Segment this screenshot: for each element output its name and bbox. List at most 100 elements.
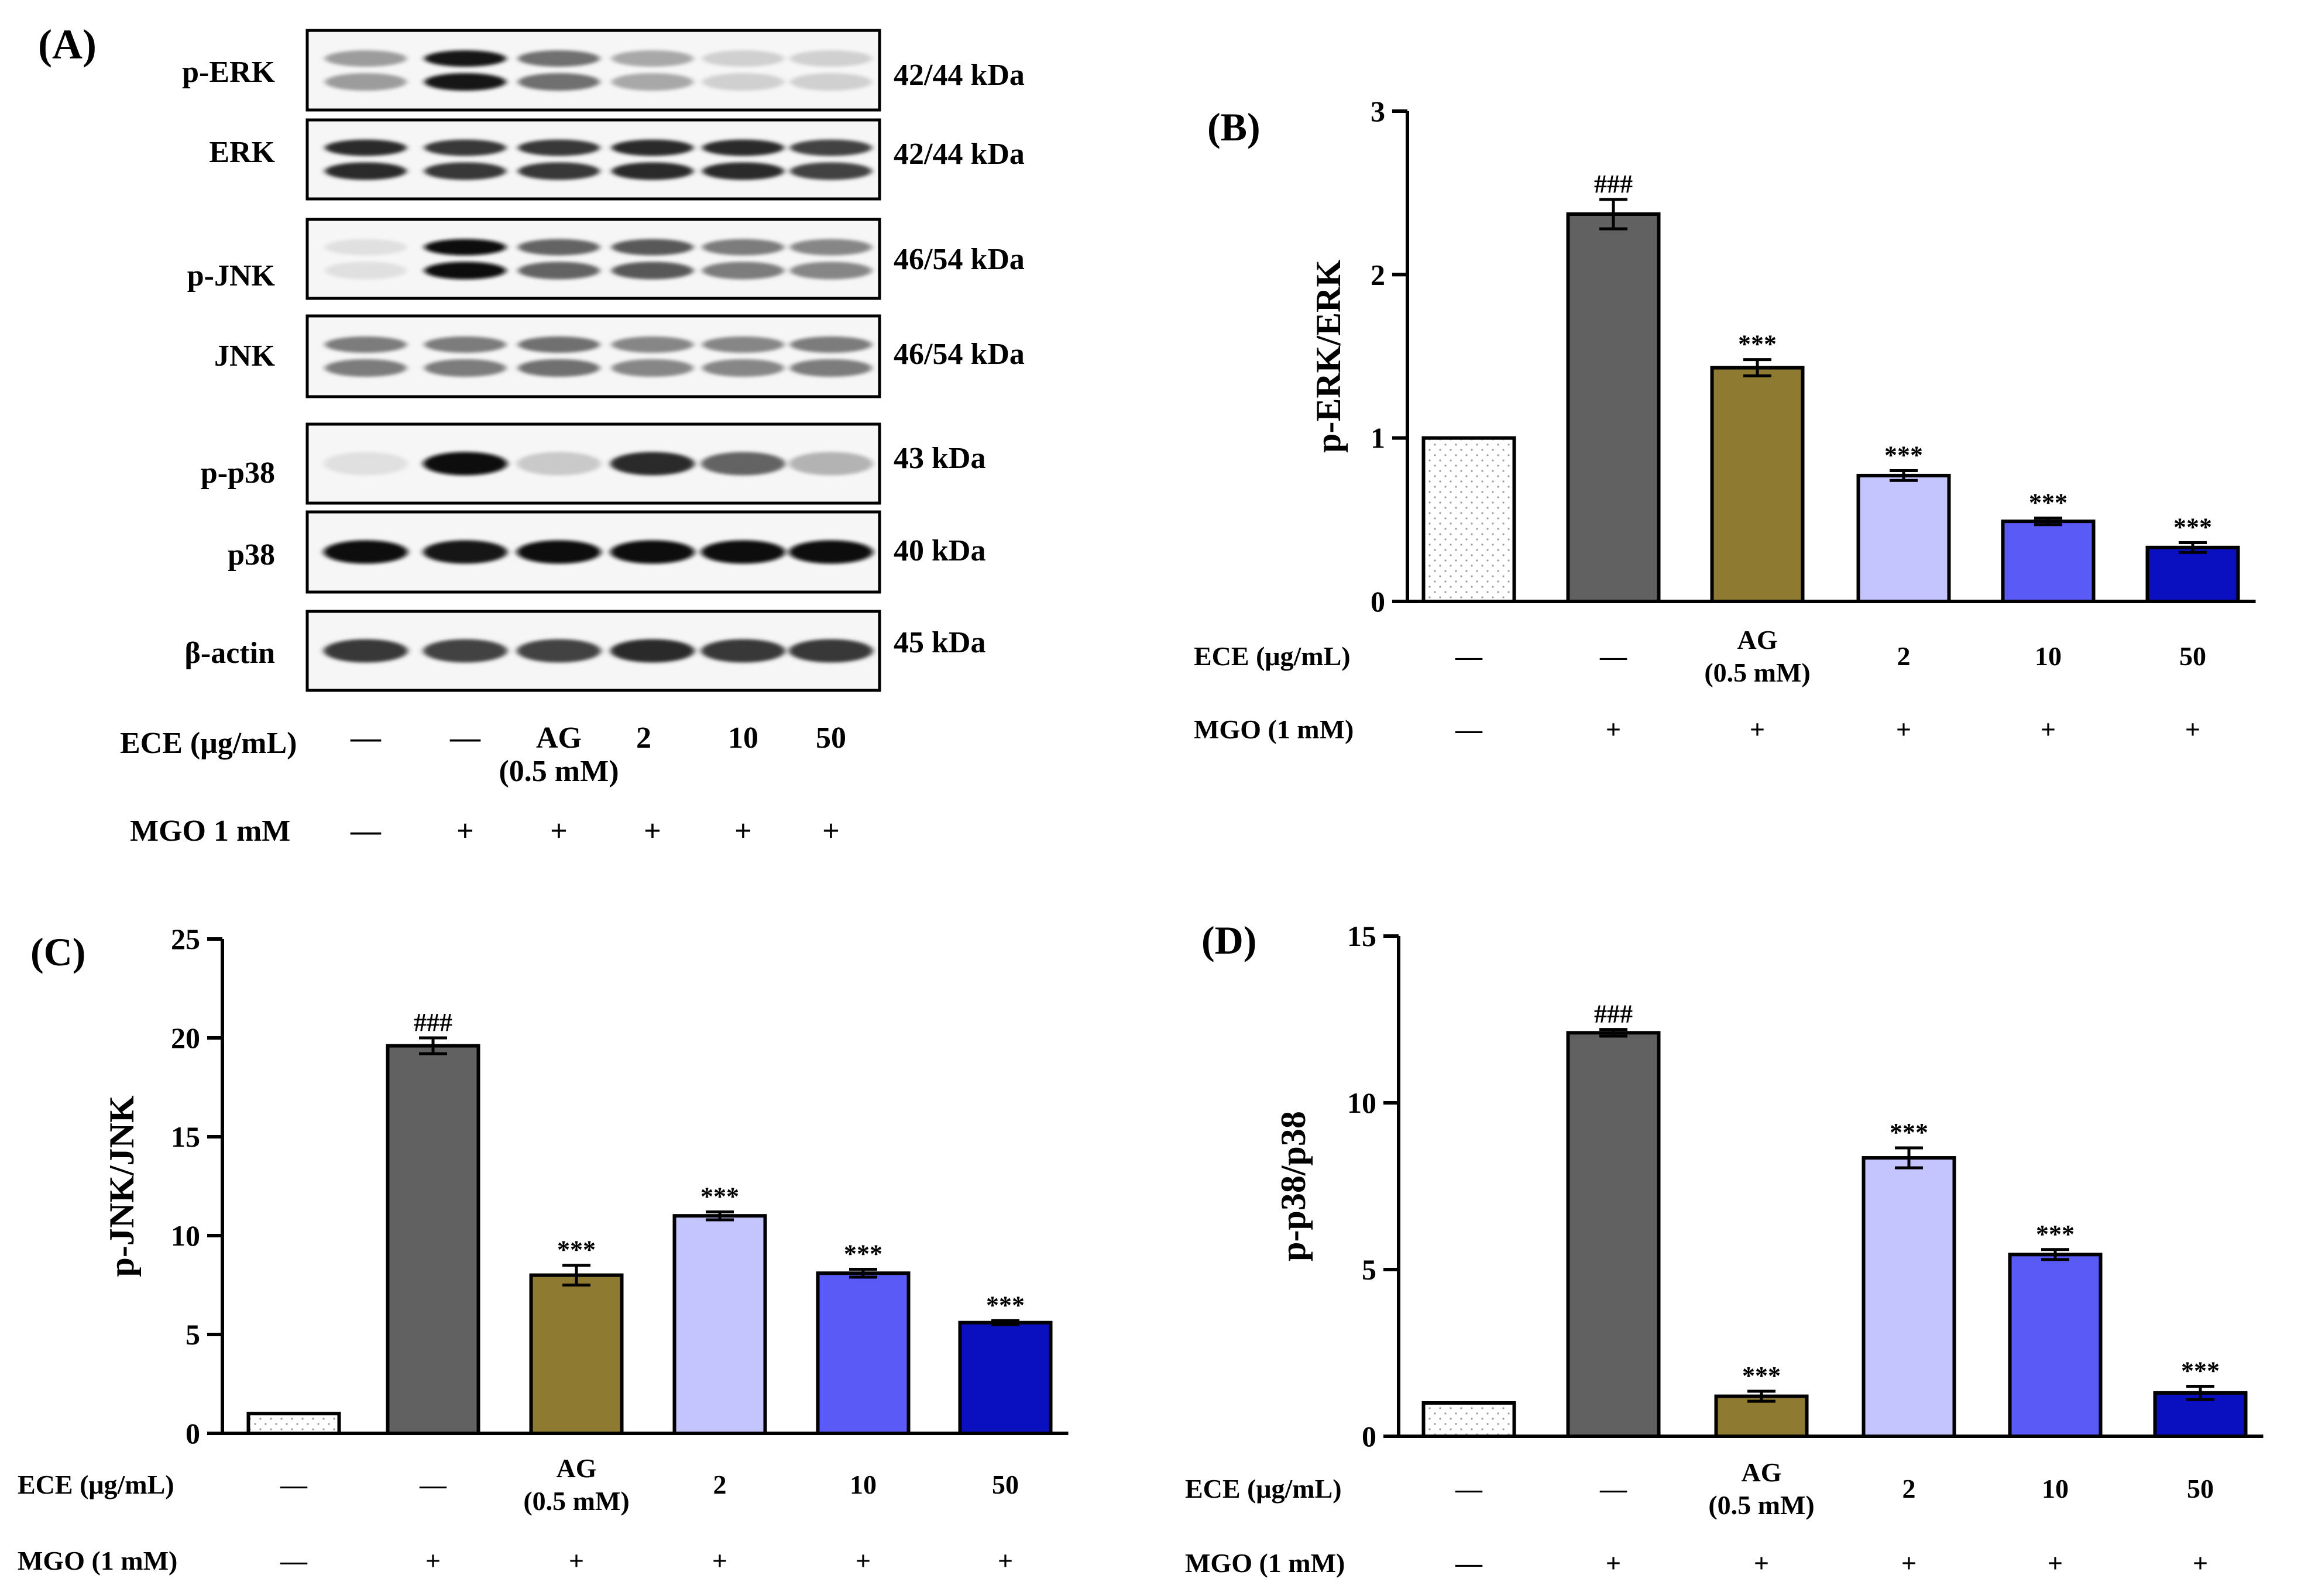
blot-band xyxy=(702,359,784,377)
blot-band xyxy=(790,162,872,180)
ece-value: 10 xyxy=(850,1470,877,1499)
bar xyxy=(2001,520,2096,603)
blot-protein-label: p-p38 xyxy=(201,456,275,490)
mgo-value: + xyxy=(712,1546,727,1576)
mgo-row-label: MGO (1 mM) xyxy=(1194,714,1354,744)
panel-letter-d: (D) xyxy=(1201,918,1256,962)
blot-band xyxy=(424,262,506,280)
y-tick-label: 20 xyxy=(171,1021,200,1054)
blot-size-label: 46/54 kDa xyxy=(894,243,1025,276)
blot-band xyxy=(518,239,600,256)
ag-sublabel: (0.5 mM) xyxy=(1704,658,1810,687)
blot-band xyxy=(612,239,693,256)
bar xyxy=(246,1412,341,1435)
blot-band xyxy=(702,50,784,67)
blot-size-label: 45 kDa xyxy=(894,626,985,659)
blot-band xyxy=(790,139,872,156)
blot-band xyxy=(702,239,784,256)
mgo-value: + xyxy=(998,1546,1013,1576)
blot-mgo-value: + xyxy=(734,814,752,848)
significance-label: *** xyxy=(700,1182,739,1210)
mgo-value: + xyxy=(425,1546,441,1576)
blot-band xyxy=(790,359,872,377)
blot-band xyxy=(518,73,600,91)
y-tick-label: 15 xyxy=(171,1120,200,1153)
y-tick-label: 25 xyxy=(171,923,200,955)
ece-value: 50 xyxy=(2179,641,2206,671)
blot-size-label: 40 kDa xyxy=(894,534,985,567)
bar xyxy=(958,1320,1053,1435)
significance-label: ### xyxy=(1594,170,1633,198)
ece-value: 10 xyxy=(2042,1474,2069,1504)
y-tick-label: 5 xyxy=(1362,1253,1376,1286)
ece-value: — xyxy=(1455,1474,1483,1504)
blot-band xyxy=(325,336,407,353)
blot-band xyxy=(324,540,408,564)
bar xyxy=(529,1273,624,1436)
y-axis-label: p-ERK/ERK xyxy=(1309,260,1348,453)
y-tick-label: 1 xyxy=(1371,422,1385,455)
blot-ece-value: 2 xyxy=(636,721,651,755)
ece-value: 2 xyxy=(713,1470,727,1499)
blot-band xyxy=(424,359,506,377)
blot-band xyxy=(424,336,506,353)
bar xyxy=(816,1271,911,1435)
panel-letter-a: (A) xyxy=(38,21,97,68)
ece-value: — xyxy=(1455,641,1483,671)
y-tick-label: 10 xyxy=(171,1219,200,1252)
mgo-value: + xyxy=(569,1546,584,1576)
blot-band xyxy=(517,639,601,663)
blot-box xyxy=(305,118,881,201)
blot-band xyxy=(612,50,693,67)
blot-band xyxy=(518,50,600,67)
western-blot-panel: p-ERK 42/44 kDa ERK 42/44 kDa p-JNK 46/54 kDa… xyxy=(182,29,1025,692)
mgo-value: — xyxy=(1455,714,1483,744)
blot-mgo-value: — xyxy=(350,814,382,848)
blot-band xyxy=(702,336,784,353)
mgo-value: — xyxy=(1455,1548,1483,1578)
blot-band xyxy=(325,50,407,67)
ece-row-label: ECE (μg/mL) xyxy=(1185,1474,1342,1504)
blot-band xyxy=(612,359,693,377)
blot-mgo-value: + xyxy=(550,814,568,848)
mgo-value: + xyxy=(856,1546,871,1576)
ece-value: AG xyxy=(1737,625,1778,655)
chart-p-jnk-jnk: 0 5 10 15 20 25 p-JNK/JNK ### *** *** *** *** ECE (μ… xyxy=(18,923,1069,1576)
bar xyxy=(386,1044,480,1435)
bar xyxy=(1710,366,1805,603)
blot-band xyxy=(518,262,600,280)
significance-label: *** xyxy=(2029,489,2068,517)
y-tick-label: 15 xyxy=(1347,920,1376,952)
blot-band xyxy=(325,162,407,180)
ag-sublabel: (0.5 mM) xyxy=(523,1486,629,1516)
blot-band xyxy=(701,639,785,663)
blot-band xyxy=(423,639,507,663)
blot-mgo-value: + xyxy=(456,814,474,848)
blot-band xyxy=(701,540,785,564)
significance-label: *** xyxy=(986,1291,1025,1319)
blot-band xyxy=(702,73,784,91)
blot-band xyxy=(517,540,601,564)
blot-band xyxy=(324,452,408,476)
blot-band xyxy=(789,639,873,663)
blot-mgo-label: MGO 1 mM xyxy=(130,814,290,848)
blot-ece-value: — xyxy=(449,721,481,755)
bar xyxy=(1856,473,1951,603)
blot-protein-label: p-ERK xyxy=(182,56,275,89)
blot-band xyxy=(612,262,693,280)
bar xyxy=(672,1214,767,1435)
ece-value: 50 xyxy=(2187,1474,2214,1504)
blot-ece-value: 50 xyxy=(816,721,846,755)
mgo-row-label: MGO (1 mM) xyxy=(1185,1548,1345,1578)
blot-ece-value: AG xyxy=(536,721,582,755)
ece-value: AG xyxy=(557,1453,597,1483)
ece-value: — xyxy=(1599,1474,1627,1504)
blot-band xyxy=(423,540,507,564)
ece-value: 10 xyxy=(2035,641,2062,671)
y-tick-label: 3 xyxy=(1371,95,1385,128)
blot-band xyxy=(612,336,693,353)
y-tick-label: 0 xyxy=(1371,585,1385,618)
significance-label: *** xyxy=(1738,330,1777,359)
ece-value: 2 xyxy=(1897,641,1911,671)
